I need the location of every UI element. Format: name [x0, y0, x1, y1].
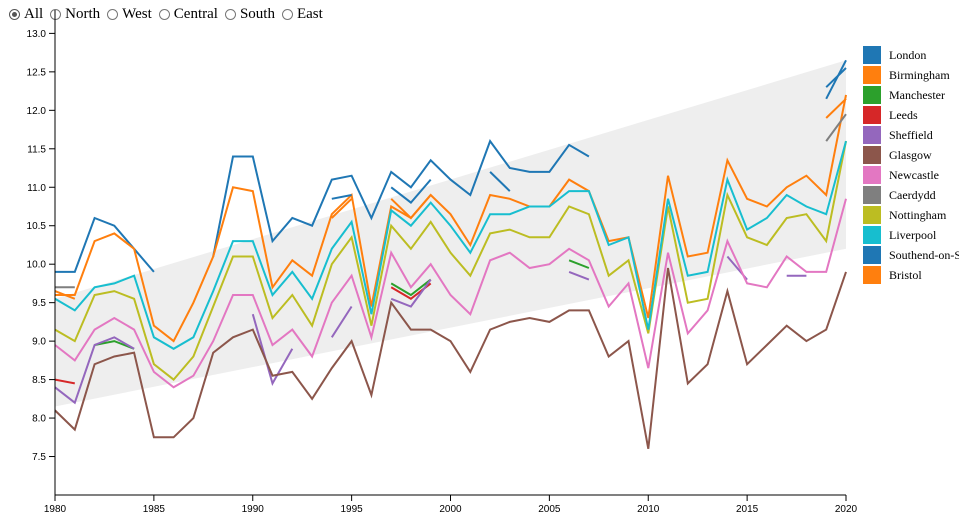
legend-label-bristol: Bristol — [889, 268, 922, 282]
series-line-nottingham — [54, 140, 847, 381]
legend-label-liverpool: Liverpool — [889, 228, 937, 242]
x-tick-label: 2010 — [637, 504, 660, 515]
legend-label-southend-on-sea: Southend-on-Sea — [889, 248, 959, 262]
series-line-glasgow — [54, 267, 847, 449]
y-tick-label: 10.5 — [27, 221, 47, 232]
legend-swatch-liverpool — [863, 226, 881, 244]
legend-swatch-glasgow — [863, 146, 881, 164]
radio-label-east: East — [296, 6, 323, 22]
radio-button-all[interactable] — [9, 9, 20, 20]
radio-option-north[interactable]: North — [50, 6, 100, 23]
y-tick-label: 13.0 — [27, 29, 47, 40]
x-tick-label: 2015 — [736, 504, 759, 515]
series-line-southend-on-sea — [331, 67, 847, 204]
series-line-bristol — [54, 98, 847, 300]
y-tick-label: 11.5 — [27, 144, 46, 155]
series-line-newcastle — [54, 198, 847, 389]
legend-label-leeds: Leeds — [889, 108, 918, 122]
radio-button-east[interactable] — [281, 9, 293, 20]
region-filter: All North West Central South East — [9, 6, 330, 23]
radio-label-west: West — [122, 6, 152, 22]
y-tick-label: 11.0 — [27, 183, 46, 194]
y-tick-label: 10.0 — [27, 260, 47, 271]
radio-button-west[interactable] — [107, 9, 119, 20]
y-tick-label: 8.0 — [32, 414, 46, 425]
series-line-liverpool — [54, 140, 847, 350]
radio-button-north[interactable] — [50, 9, 62, 20]
legend-swatch-leeds — [863, 106, 881, 124]
legend-label-newcastle: Newcastle — [889, 168, 939, 182]
y-tick-label: 12.5 — [27, 67, 47, 78]
x-tick-label: 1995 — [341, 504, 364, 515]
radio-label-all: All — [24, 6, 44, 22]
range-band-area — [55, 60, 846, 407]
radio-option-central[interactable]: Central — [158, 6, 218, 23]
legend-label-nottingham: Nottingham — [889, 208, 947, 222]
y-tick-label: 9.5 — [32, 298, 46, 309]
legend-swatch-birmingham — [863, 66, 881, 84]
radio-option-east[interactable]: East — [281, 6, 323, 23]
radio-label-central: Central — [173, 6, 218, 22]
series-line-manchester — [94, 259, 590, 350]
x-tick-label: 2005 — [538, 504, 561, 515]
legend-swatch-sheffield — [863, 126, 881, 144]
series-line-birmingham — [55, 94, 847, 343]
radio-option-all[interactable]: All — [9, 6, 43, 23]
radio-label-south: South — [239, 6, 275, 22]
legend-label-birmingham: Birmingham — [889, 68, 950, 82]
series-line-caerdydd — [55, 113, 847, 289]
radio-option-south[interactable]: South — [224, 6, 275, 23]
legend-label-manchester: Manchester — [889, 88, 945, 102]
radio-button-central[interactable] — [158, 9, 170, 20]
legend-swatch-london — [863, 46, 881, 64]
range-band — [55, 60, 846, 407]
legend-label-glasgow: Glasgow — [889, 148, 932, 162]
legend-swatch-manchester — [863, 86, 881, 104]
y-tick-label: 12.0 — [27, 106, 47, 117]
x-tick-label: 2020 — [835, 504, 858, 515]
legend-swatch-southend-on-sea — [863, 246, 881, 264]
legend-label-london: London — [889, 48, 926, 62]
legend-swatch-bristol — [863, 266, 881, 284]
radio-label-north: North — [65, 6, 101, 22]
y-tick-label: 7.5 — [32, 452, 46, 463]
x-tick-label: 2000 — [439, 504, 462, 515]
x-tick-label: 1980 — [44, 504, 67, 515]
x-tick-label: 1990 — [242, 504, 265, 515]
legend-swatch-caerdydd — [863, 186, 881, 204]
legend-label-caerdydd: Caerdydd — [889, 188, 936, 202]
series-lines — [54, 59, 847, 449]
radio-button-south[interactable] — [224, 9, 236, 20]
series-line-london — [55, 59, 847, 273]
legend: London Birmingham Manchester Leeds Sheffield… — [863, 46, 959, 284]
axes: 7.5 8.0 8.5 9.0 9.5 10.0 10.5 11.0 11.5 12.0 12.5 1… — [27, 10, 858, 515]
radio-option-west[interactable]: West — [107, 6, 152, 23]
legend-swatch-nottingham — [863, 206, 881, 224]
x-tick-label: 1985 — [143, 504, 166, 515]
y-tick-label: 9.0 — [32, 337, 46, 348]
legend-swatch-newcastle — [863, 166, 881, 184]
y-tick-label: 8.5 — [32, 375, 46, 386]
legend-label-sheffield: Sheffield — [889, 128, 933, 142]
